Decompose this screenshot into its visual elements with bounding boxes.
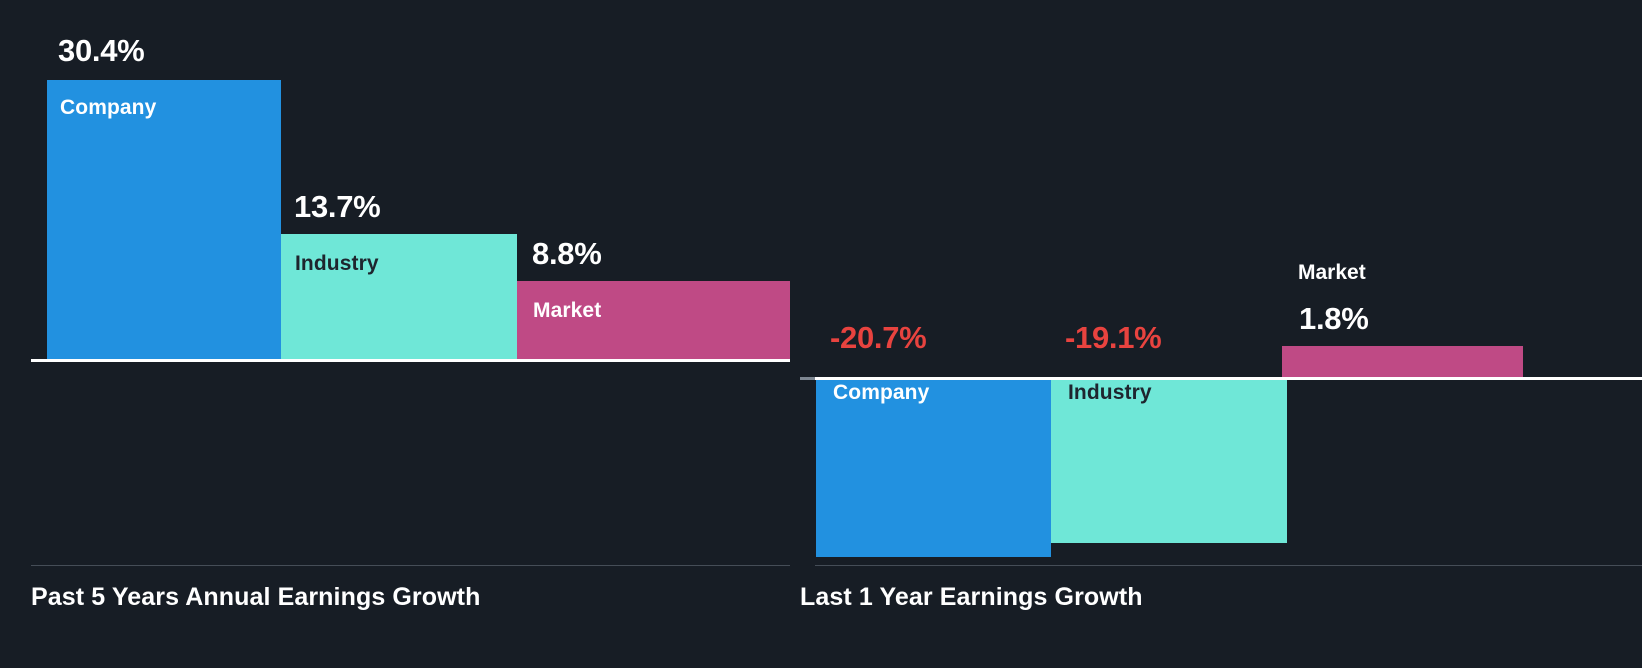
bar-company-right[interactable] xyxy=(816,379,1051,557)
bar-industry-right[interactable] xyxy=(1051,379,1287,543)
bar-name-market-left: Market xyxy=(533,299,602,322)
value-label-company-left: 30.4% xyxy=(58,33,145,68)
bar-company-left[interactable] xyxy=(47,80,281,360)
bar-name-company-right: Company xyxy=(833,381,930,404)
bar-market-right[interactable] xyxy=(1282,346,1523,377)
value-label-industry-right: -19.1% xyxy=(1065,320,1162,355)
footer-divider-left xyxy=(31,565,790,566)
panel-title-right: Last 1 Year Earnings Growth xyxy=(800,583,1143,611)
value-label-industry-left: 13.7% xyxy=(294,189,381,224)
panel-last-1-year: -20.7% Company -19.1% Industry Market 1.… xyxy=(800,0,1642,668)
bar-name-company-left: Company xyxy=(60,96,157,119)
zero-line-right xyxy=(815,377,1642,380)
bar-name-market-right: Market xyxy=(1298,261,1366,284)
plot-area-right: -20.7% Company -19.1% Industry Market 1.… xyxy=(800,0,1642,620)
value-label-company-right: -20.7% xyxy=(830,320,927,355)
plot-area-left: 30.4% Company 13.7% Industry 8.8% Market xyxy=(0,0,800,620)
bar-market-left[interactable] xyxy=(517,281,790,360)
value-label-market-left: 8.8% xyxy=(532,236,602,271)
bar-name-industry-right: Industry xyxy=(1068,381,1152,404)
panel-past-5-years: 30.4% Company 13.7% Industry 8.8% Market… xyxy=(0,0,800,668)
value-label-market-right: 1.8% xyxy=(1299,301,1369,336)
footer-divider-right xyxy=(815,565,1642,566)
bar-name-industry-left: Industry xyxy=(295,252,379,275)
bar-industry-left[interactable] xyxy=(281,234,517,360)
panel-title-left: Past 5 Years Annual Earnings Growth xyxy=(31,583,481,611)
baseline-left xyxy=(31,359,790,362)
